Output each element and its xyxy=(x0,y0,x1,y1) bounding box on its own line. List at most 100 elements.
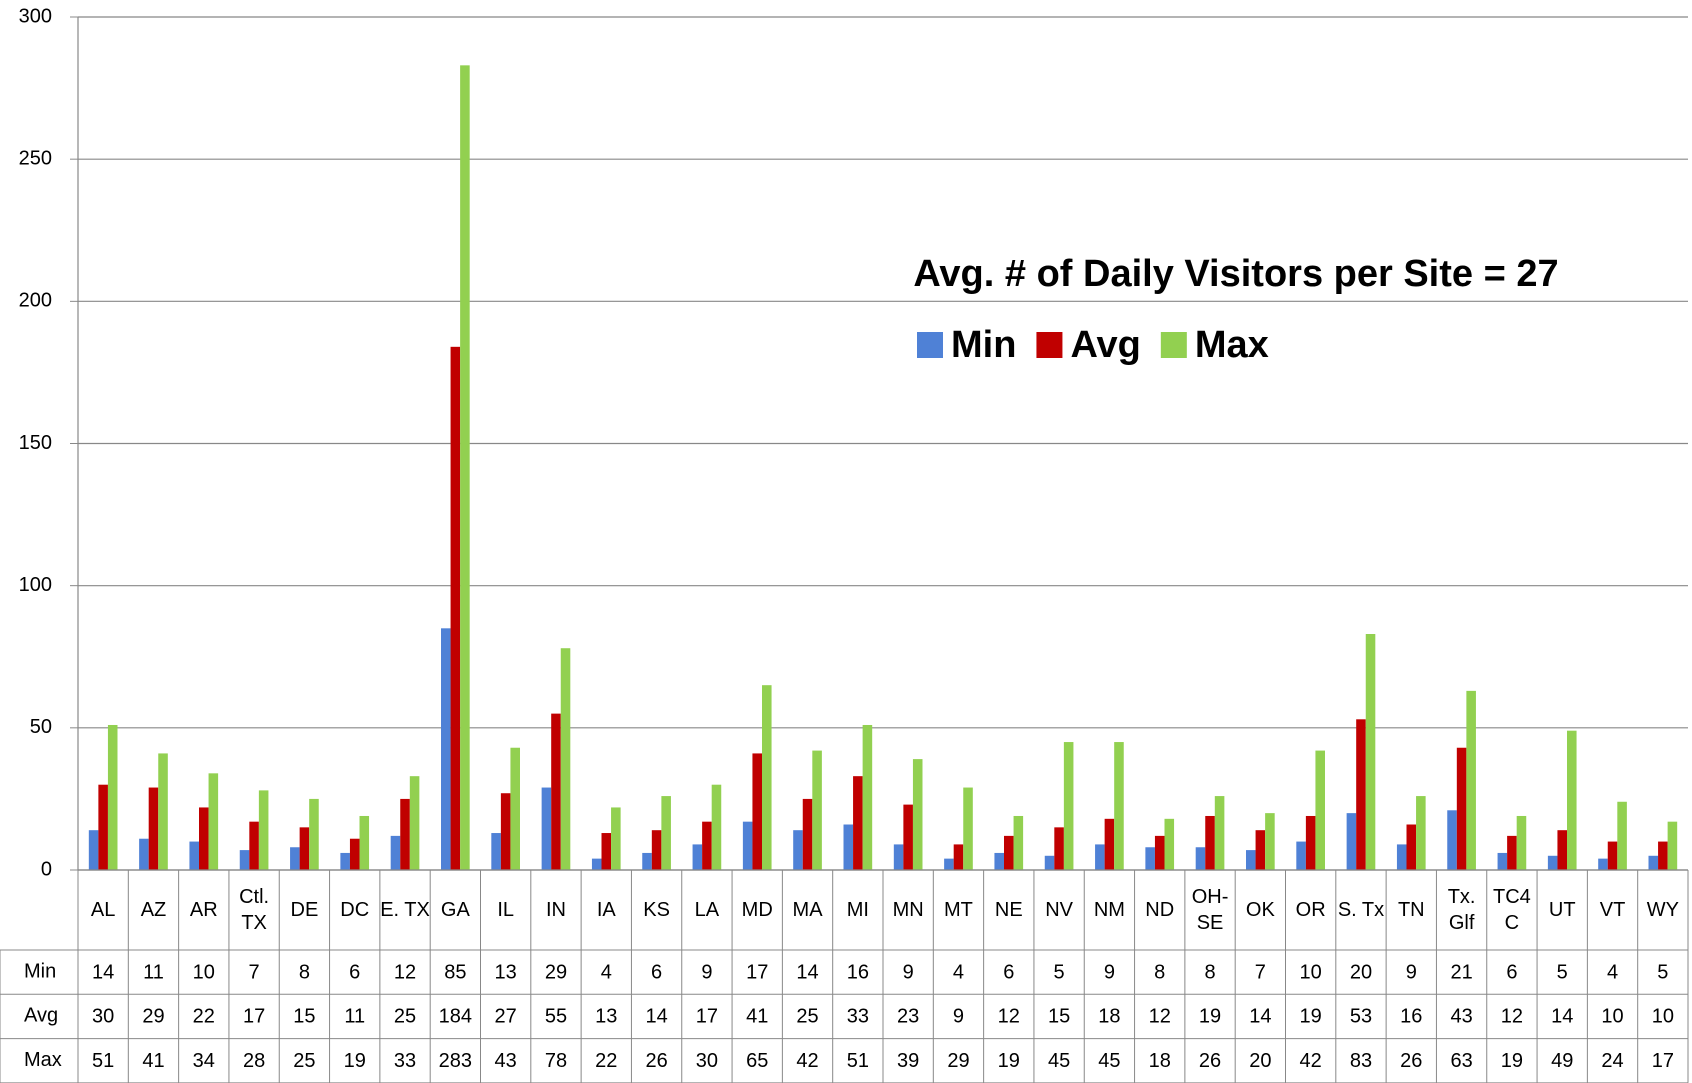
bar xyxy=(208,773,219,870)
x-tick-label: TN xyxy=(1397,899,1425,921)
bar xyxy=(541,787,552,870)
bar xyxy=(249,821,259,870)
bar xyxy=(752,753,762,870)
table-value: 17 xyxy=(243,1006,265,1028)
table-value: 9 xyxy=(701,961,712,983)
bar xyxy=(1346,813,1357,870)
category-cell: VT xyxy=(1600,899,1626,921)
y-tick-label: 150 xyxy=(19,432,52,454)
bar xyxy=(1265,813,1275,870)
category-cell: IL xyxy=(497,899,514,921)
table-value: 4 xyxy=(601,961,612,983)
bar xyxy=(1255,830,1266,870)
x-tick-label: MN xyxy=(892,899,924,921)
bar xyxy=(601,833,612,870)
x-tick-label: GA xyxy=(440,899,470,921)
bar xyxy=(239,850,250,870)
bar xyxy=(793,830,803,870)
category-cell: OK xyxy=(1245,899,1275,921)
bar xyxy=(460,65,470,870)
table-value: 41 xyxy=(746,1006,768,1028)
x-tick-label: DE xyxy=(290,899,319,921)
bar xyxy=(500,793,511,870)
bar xyxy=(893,844,904,870)
category-cell: AZ xyxy=(141,899,167,921)
table-value: 55 xyxy=(545,1006,567,1028)
bar xyxy=(189,841,200,870)
y-tick-label: 50 xyxy=(30,716,52,738)
category-cell: LA xyxy=(695,899,719,921)
x-tick-label: AR xyxy=(189,899,218,921)
bar xyxy=(158,753,168,870)
x-tick-label: NV xyxy=(1045,899,1073,921)
bar xyxy=(409,776,420,870)
table-value: 6 xyxy=(349,961,360,983)
table-value: 30 xyxy=(92,1006,114,1028)
category-cell: WY xyxy=(1646,899,1679,921)
category-cell: IN xyxy=(546,899,566,921)
bar xyxy=(1195,847,1206,870)
bar xyxy=(309,798,319,870)
table-value: 14 xyxy=(92,961,114,983)
legend-swatch xyxy=(917,332,943,358)
x-tick-label: WY xyxy=(1646,899,1679,921)
bar xyxy=(1214,796,1225,870)
table-value: 12 xyxy=(998,1006,1020,1028)
x-tick-label: Tx. Glf xyxy=(1447,886,1476,934)
table-value: 16 xyxy=(847,961,869,983)
bar xyxy=(1557,830,1567,870)
table-value: 20 xyxy=(1350,961,1372,983)
bar xyxy=(1013,815,1024,870)
category-cell: NV xyxy=(1045,899,1073,921)
category-cell: E. TX xyxy=(380,899,430,921)
bar xyxy=(299,827,310,870)
x-tick-label: NE xyxy=(994,899,1023,921)
table-value: 27 xyxy=(495,1006,517,1028)
bar xyxy=(199,807,209,870)
bar xyxy=(359,815,370,870)
x-tick-label: OK xyxy=(1245,899,1275,921)
table-value: 12 xyxy=(394,961,416,983)
table-value: 7 xyxy=(249,961,260,983)
table-value: 85 xyxy=(444,961,466,983)
table-value: 15 xyxy=(1048,1006,1070,1028)
table-value: 10 xyxy=(1601,1006,1623,1028)
bar xyxy=(1054,827,1064,870)
bar xyxy=(1305,815,1316,870)
bar xyxy=(1145,847,1155,870)
bar xyxy=(1607,841,1618,870)
table-row-header: Max xyxy=(24,1049,62,1071)
table-row-header: Avg xyxy=(24,1005,58,1027)
bar xyxy=(802,798,813,870)
x-tick-label: DC xyxy=(340,899,370,921)
bar xyxy=(1598,858,1608,870)
bar xyxy=(1095,844,1105,870)
table-value: 51 xyxy=(847,1050,869,1072)
table-value: 16 xyxy=(1400,1006,1422,1028)
table-value: 4 xyxy=(1607,961,1618,983)
table-value: 53 xyxy=(1350,1006,1372,1028)
legend-label: Avg xyxy=(1070,324,1140,366)
x-tick-label: OR xyxy=(1295,899,1326,921)
table-value: 65 xyxy=(746,1050,768,1072)
table-value: 29 xyxy=(947,1050,969,1072)
table-value: 23 xyxy=(897,1006,919,1028)
x-tick-label: MI xyxy=(846,899,869,921)
table-value: 11 xyxy=(143,961,164,983)
table-value: 5 xyxy=(1657,961,1668,983)
bar xyxy=(1416,796,1426,870)
table-value: 26 xyxy=(645,1050,667,1072)
x-tick-label: E. TX xyxy=(380,899,430,921)
y-tick-label: 100 xyxy=(19,574,52,596)
table-value: 9 xyxy=(903,961,914,983)
table-value: 28 xyxy=(243,1050,265,1072)
table-value: 22 xyxy=(193,1006,215,1028)
table-value: 30 xyxy=(696,1050,718,1072)
bar xyxy=(843,824,854,870)
bar xyxy=(1315,750,1325,870)
table-value: 14 xyxy=(796,961,818,983)
table-value: 17 xyxy=(746,961,768,983)
bar xyxy=(1205,815,1215,870)
bar xyxy=(560,648,571,870)
